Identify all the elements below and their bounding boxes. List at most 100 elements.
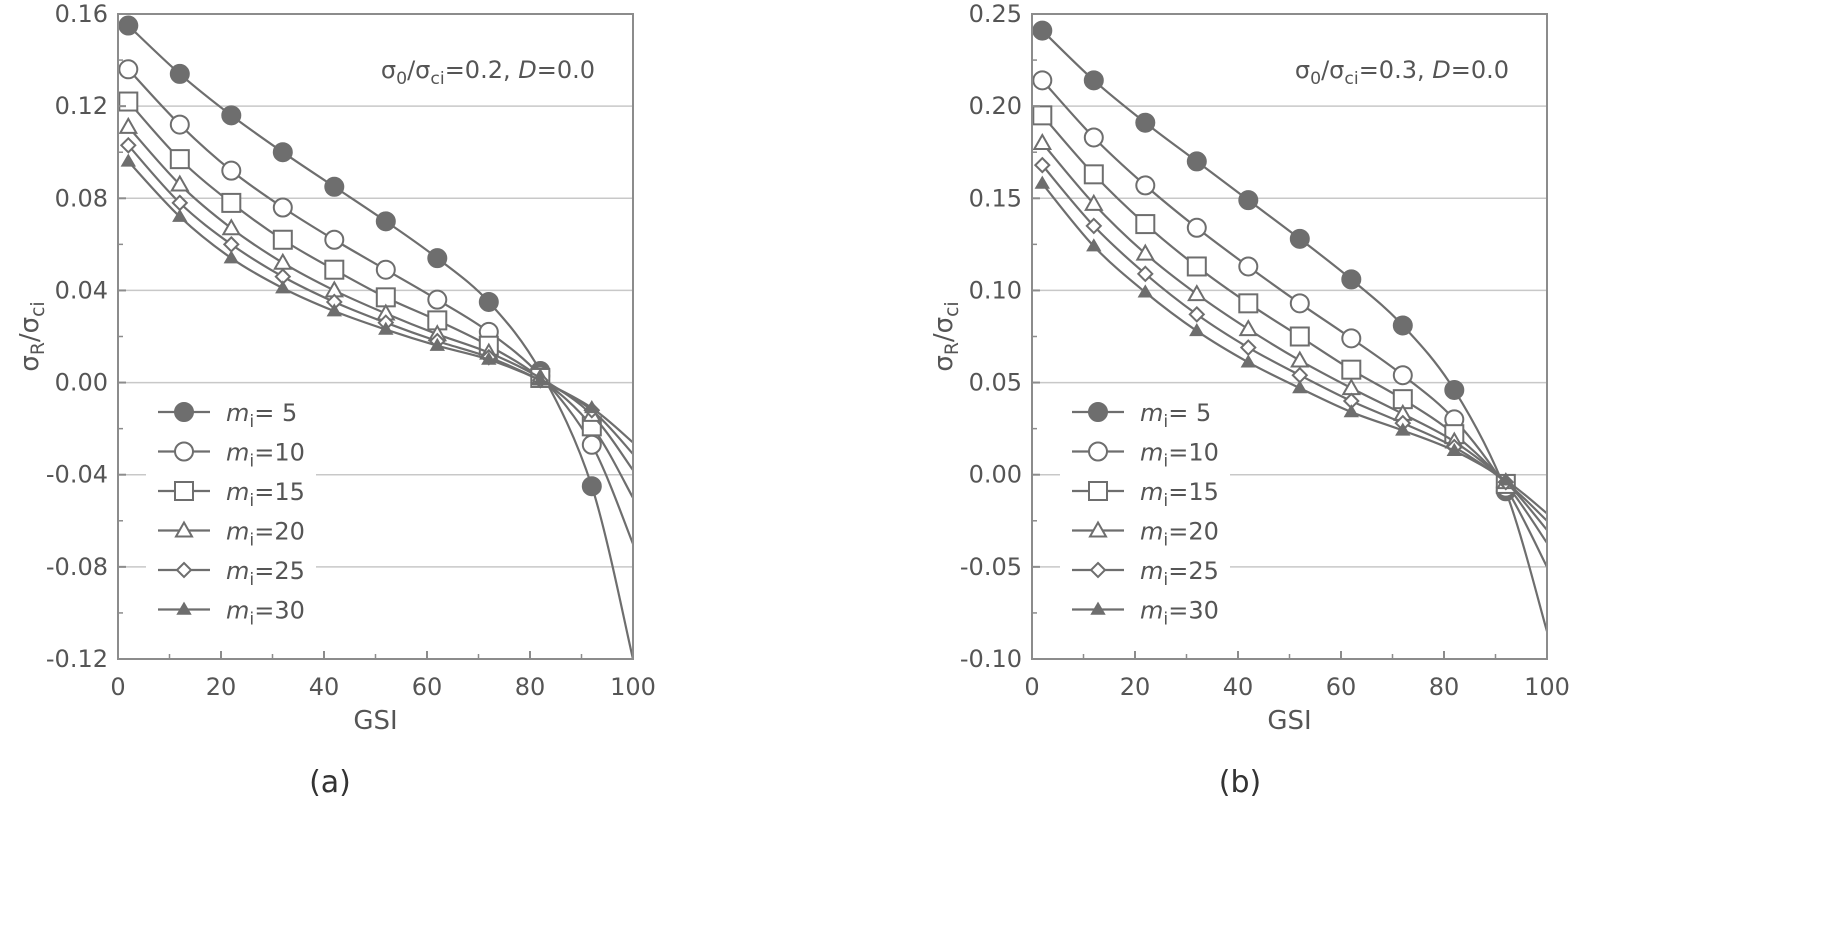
y-tick-label: 0.00 [969,461,1022,489]
legend-label: mi=20 [226,518,305,551]
data-point [1395,422,1411,436]
chart-annotation: σ0​/σci​=0.2, D=0.0 [381,56,595,89]
panel-caption: (a) [309,765,351,800]
data-point [1137,284,1153,298]
legend-marker [1088,520,1108,538]
data-point [1032,105,1053,126]
legend-marker [176,601,192,615]
data-point [1186,256,1207,277]
data-point [1086,238,1102,252]
data-point [1341,359,1362,380]
data-point [169,114,190,135]
data-point [221,160,242,181]
y-tick-label: 0.00 [55,369,108,397]
data-point [1188,305,1206,323]
data-point [169,63,190,84]
data-point [1186,217,1207,238]
legend-label: mi=15 [1140,478,1219,511]
data-point [221,192,242,213]
legend-label: mi=30 [1140,597,1219,630]
panel-caption: (b) [1219,765,1261,800]
data-point [1392,315,1413,336]
data-point [221,105,242,126]
data-point [1238,256,1259,277]
data-point [532,372,548,386]
x-axis-label: GSI [353,706,397,736]
y-tick-label: 0.08 [55,184,108,212]
legend-marker [175,561,193,579]
y-tick-label: -0.05 [960,553,1022,581]
data-point [1341,269,1362,290]
data-point [1392,365,1413,386]
data-point [272,197,293,218]
data-point [169,149,190,170]
data-point [427,289,448,310]
legend-marker [1088,402,1108,422]
data-point [1189,323,1205,337]
data-point [118,116,139,134]
data-point [272,142,293,163]
legend-label: mi= 5 [226,399,297,432]
data-point [1290,350,1310,368]
data-point [1444,379,1465,400]
x-tick-label: 0 [1024,673,1039,701]
data-point [324,176,345,197]
legend-label: mi=10 [226,439,305,472]
y-tick-label: 0.12 [55,92,108,120]
series-2 [118,91,634,499]
data-point [1289,293,1310,314]
data-point [1032,132,1053,150]
data-point [1240,354,1256,368]
legend-label: mi=10 [1140,439,1219,472]
data-point [120,153,136,167]
data-point [1343,404,1359,418]
data-point [118,15,139,36]
legend-marker [1090,601,1106,615]
data-point [429,337,445,351]
y-axis-label: σR​/σci​ [929,301,963,371]
data-point [1135,175,1156,196]
legend-label: mi= 5 [1140,399,1211,432]
y-tick-label: -0.04 [46,461,108,489]
x-tick-label: 20 [206,673,237,701]
chart-panel-a: mi= 5 mi=10 mi=15 mi=20 mi=25 mi=30 -0.12 -0.08… [15,0,656,800]
data-point [1083,164,1104,185]
data-point [1292,380,1308,394]
x-tick-label: 80 [1429,673,1460,701]
data-point [1291,366,1309,384]
legend-label: mi=20 [1140,518,1219,551]
x-tick-label: 20 [1120,673,1151,701]
data-point [324,259,345,280]
data-point [221,218,242,236]
data-point [1446,442,1462,456]
data-point [118,59,139,80]
data-point [481,351,497,365]
y-tick-label: 0.04 [55,276,108,304]
y-tick-label: -0.12 [46,645,108,673]
data-point [275,280,291,294]
series-line [1041,182,1548,515]
data-point [427,248,448,269]
x-tick-label: 100 [610,673,656,701]
data-point [378,321,394,335]
x-tick-label: 60 [412,673,443,701]
y-tick-label: 0.25 [969,0,1022,28]
y-axis-label: σR​/σci​ [15,301,49,371]
data-point [223,250,239,264]
data-point [1289,228,1310,249]
data-point [222,235,240,253]
data-point [1238,293,1259,314]
data-point [273,252,293,270]
legend-label: mi=15 [226,478,305,511]
data-point [1085,217,1103,235]
x-tick-label: 60 [1326,673,1357,701]
legend-marker [1088,441,1108,462]
y-tick-label: 0.15 [969,184,1022,212]
data-point [375,259,396,280]
data-point [1135,214,1156,235]
data-point [1083,127,1104,148]
legend-background [146,386,316,635]
data-point [1238,190,1259,211]
data-point [1238,319,1259,337]
